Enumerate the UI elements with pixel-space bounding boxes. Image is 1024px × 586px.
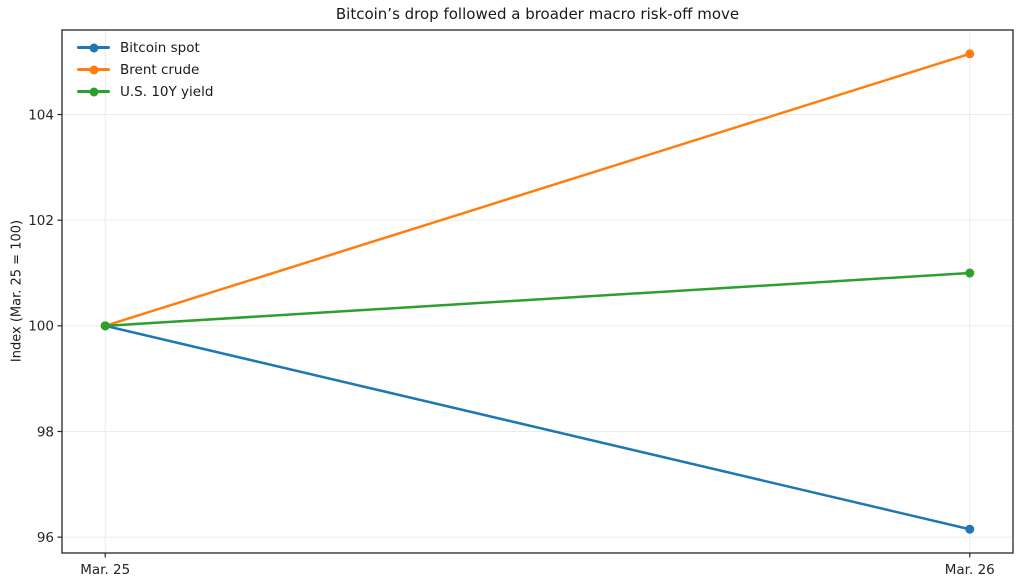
series-marker-brent-crude xyxy=(965,49,975,59)
series-line-u-s-10y-yield xyxy=(103,271,972,328)
series-marker-u-s-10y-yield xyxy=(100,321,110,331)
legend-swatch-icon xyxy=(77,65,110,75)
legend-item-u-s-10y-yield: U.S. 10Y yield xyxy=(77,83,213,100)
axes-spines xyxy=(61,29,1014,554)
y-tick-label: 96 xyxy=(37,530,54,546)
x-tick-label: Mar. 25 xyxy=(80,562,130,578)
y-tick-label: 98 xyxy=(37,424,54,440)
legend-label: Bitcoin spot xyxy=(120,39,200,56)
legend-item-bitcoin-spot: Bitcoin spot xyxy=(77,39,213,56)
series-marker-bitcoin-spot xyxy=(965,524,975,534)
series-line-brent-crude xyxy=(103,52,972,328)
series-marker-u-s-10y-yield xyxy=(965,268,975,278)
legend-item-brent-crude: Brent crude xyxy=(77,61,213,78)
series-line-bitcoin-spot xyxy=(103,324,972,531)
legend-swatch-icon xyxy=(77,43,110,53)
y-tick-label: 100 xyxy=(28,319,54,335)
legend-label: Brent crude xyxy=(120,61,200,78)
chart-title: Bitcoin’s drop followed a broader macro … xyxy=(335,5,740,23)
y-axis-label: Index (Mar. 25 = 100) xyxy=(9,219,25,363)
legend-swatch-icon xyxy=(77,87,110,97)
x-tick-label: Mar. 26 xyxy=(945,562,995,578)
y-tick-label: 104 xyxy=(28,107,54,123)
y-tick-label: 102 xyxy=(28,213,54,229)
chart-legend: Bitcoin spot Brent crude U.S. 10Y yield xyxy=(77,39,213,100)
legend-label: U.S. 10Y yield xyxy=(120,83,214,100)
